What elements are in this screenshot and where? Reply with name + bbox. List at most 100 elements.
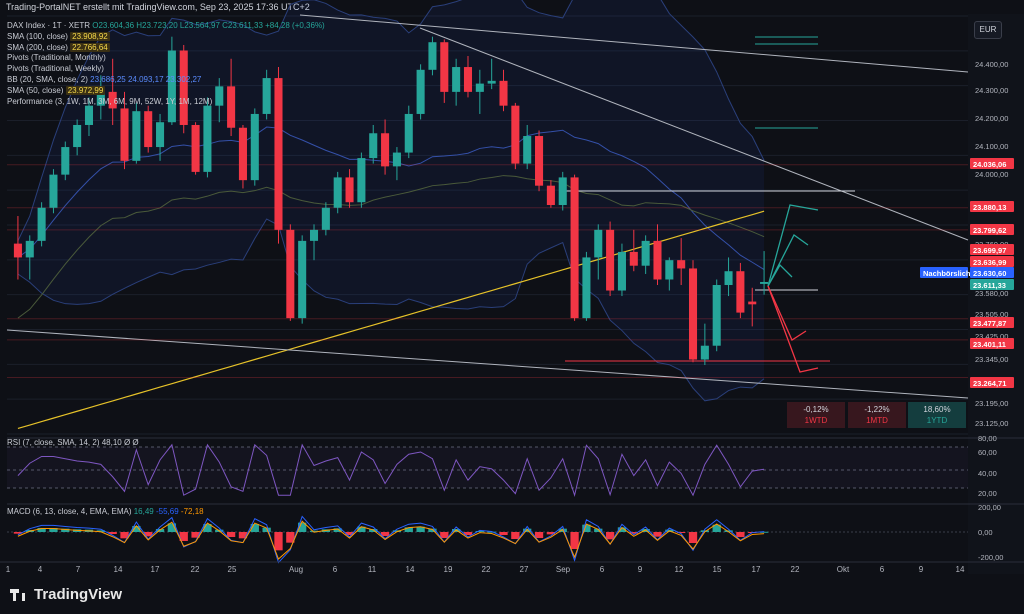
price-tag-label: Nachbörslich [923,269,971,278]
candle-body [665,260,674,280]
price-tag-label: 24.036,06 [973,160,1006,169]
candle-body [120,108,129,161]
forecast-arrow-up-2 [767,234,809,287]
price-tag [970,256,1014,267]
macd-histogram-bar [333,528,342,532]
time-tick-label: 4 [38,565,43,574]
macd-histogram-bar [688,532,698,543]
price-tag [970,377,1014,388]
macd-histogram-bar [49,528,58,532]
macd-histogram-bar [475,531,484,532]
trend-line-descending [419,27,969,241]
macd-histogram-bar [120,532,129,539]
bollinger-upper-line [17,0,765,242]
macd-histogram-bar [440,532,449,538]
candle-body [677,260,686,269]
candle-body [37,207,46,241]
candle-body [238,127,247,181]
time-tick-label: 12 [675,565,684,574]
candle-body [167,50,176,123]
candle-body [617,251,626,291]
macd-histogram-bar [298,522,307,532]
price-tag [970,244,1014,255]
macd-histogram-bar [191,532,200,538]
macd-histogram-bar [380,532,390,536]
macd-histogram-bar [759,531,769,533]
time-tick-label: 15 [713,565,722,574]
price-tick-label: 24.000,00 [975,170,1008,179]
price-tick-label: 23.580,00 [975,289,1008,298]
macd-legend-label: MACD (6, 13, close, 4, EMA, EMA) [7,507,132,516]
macd-histogram-bar [345,532,354,535]
candle-body [736,271,745,313]
candle-body [357,158,366,203]
macd-histogram-bar [274,532,283,551]
forecast-arrow-down-1 [767,285,807,341]
performance-label-1w: 1WTD [804,416,828,425]
price-tag [970,224,1014,235]
macd-histogram-bar [167,523,177,532]
currency-button[interactable]: EUR [974,21,1002,39]
performance-value-1w: -0,12% [803,405,829,414]
legend-pivots-weekly: Pivots (Traditional, Weekly) [7,64,104,74]
candle-body [606,229,615,291]
candle-body [132,111,141,161]
candle-body [227,86,236,128]
candle-body [49,174,58,208]
time-tick-label: 6 [880,565,885,574]
rsi-band [7,447,968,488]
rsi-line [17,443,765,498]
sma200-line [17,210,765,430]
rsi-legend: RSI (7, close, SMA, 14, 2) 48,10 Ø Ø [7,438,139,447]
rsi-tick-label: 20,00 [978,489,997,498]
candle-body [688,268,698,360]
time-tick-label: 22 [791,565,800,574]
performance-label-1y: 1YTD [926,416,948,425]
price-tick-label: 23.345,00 [975,355,1008,364]
candle-body [333,177,342,208]
macd-histogram-bar [605,532,615,540]
macd-histogram-bar [250,524,259,532]
macd-legend-v2: -55,69 [155,507,179,516]
legend-bb-label: BB (20, SMA, close, 2) [7,74,88,84]
price-tick-label: 23.505,00 [975,310,1008,319]
candle-body [61,147,70,175]
macd-histogram-bar [144,532,153,537]
legend-sma100-label: SMA (100, close) [7,31,68,41]
tradingview-logo-icon [10,588,28,601]
candle-body [570,177,579,319]
macd-tick-label: -200,00 [978,553,1003,562]
macd-histogram-bar [499,532,508,535]
macd-histogram-bar [203,524,212,532]
macd-histogram-bar [404,527,413,532]
candle-body [286,229,295,319]
macd-histogram-bar [392,530,402,532]
performance-value-1m: -1,22% [864,405,890,414]
legend-sma50-label: SMA (50, close) [7,85,64,95]
price-tick-label: 24.200,00 [975,114,1008,123]
price-tag-label: 23.699,97 [973,246,1006,255]
macd-histogram-bar [534,532,544,538]
macd-histogram-bar [594,528,603,532]
price-tick-label: 23.195,00 [975,399,1008,408]
candle-body [641,240,650,266]
time-tick-label: 19 [444,565,453,574]
trend-line-upper-channel [299,14,969,73]
macd-histogram-bar [61,528,70,532]
bollinger-lower-line [17,218,765,402]
time-tick-label: 6 [333,565,338,574]
macd-histogram-bar [570,532,579,549]
legend-sma50-value: 23.972,99 [65,85,106,95]
candle-body [653,240,662,280]
candle-body [262,78,271,114]
candle-body [298,240,307,319]
legend-sma200-value: 22.766,64 [70,42,110,52]
macd-histogram-bar [262,527,271,532]
candle-body [487,80,496,84]
macd-legend-v3: -72,18 [180,507,204,516]
candle-body [108,91,117,109]
macd-line [17,515,765,564]
price-tag-label: 23.636,99 [973,258,1006,267]
sma50-line [17,175,765,319]
